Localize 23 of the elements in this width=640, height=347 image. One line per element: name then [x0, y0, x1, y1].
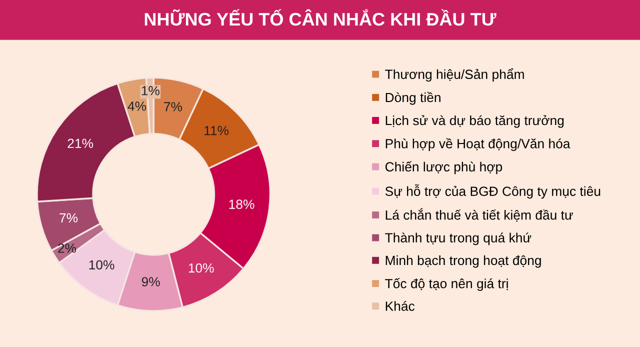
data-label: 1%	[142, 86, 160, 96]
chart-title: NHỮNG YẾU TỐ CÂN NHẮC KHI ĐẦU TƯ	[144, 9, 496, 26]
data-label: 9%	[142, 277, 160, 286]
data-label: 10%	[188, 263, 214, 273]
legend-label: Lá chắn thuế và tiết kiệm đầu tư	[386, 208, 573, 222]
legend-label: Thành tựu trong quá khứ	[385, 232, 532, 246]
legend-label: Thương hiệu/Sản phẩm	[385, 68, 524, 82]
legend-label: Minh bạch trong hoạt động	[386, 255, 541, 268]
data-label: 18%	[229, 200, 254, 209]
data-label: 4%	[128, 102, 146, 111]
legend-label: Chiến lược phù hợp	[385, 161, 502, 174]
legend-label: Phù hợp về Hoạt động/Văn hóa	[386, 138, 570, 151]
data-label: 10%	[89, 260, 114, 270]
data-label: 7%	[60, 213, 78, 223]
data-label: 11%	[204, 126, 229, 136]
data-label: 2%	[58, 243, 76, 253]
data-label: 7%	[164, 102, 182, 112]
data-label: 21%	[68, 138, 94, 148]
legend-label: Lịch sử và dự báo tăng trưởng	[386, 115, 564, 128]
legend-label: Dòng tiền	[386, 92, 440, 105]
legend-label: Tốc độ tạo nên giá trị	[385, 278, 508, 291]
legend-label: Khác	[386, 301, 415, 311]
legend-label: Sự hỗ trợ của BGĐ Công ty mục tiêu	[385, 184, 600, 199]
